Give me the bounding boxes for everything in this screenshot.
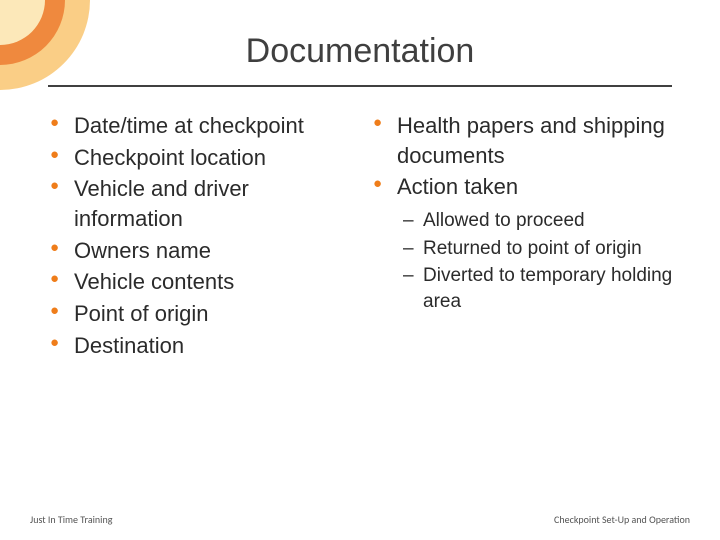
list-item: Date/time at checkpoint (46, 111, 351, 141)
right-list: Health papers and shipping documents Act… (369, 111, 674, 315)
footer: Just In Time Training Checkpoint Set-Up … (0, 513, 720, 526)
sub-list: Allowed to proceed Returned to point of … (397, 208, 674, 315)
list-item: Vehicle contents (46, 267, 351, 297)
page-title: Documentation (40, 22, 680, 85)
list-item: Owners name (46, 236, 351, 266)
content-columns: Date/time at checkpoint Checkpoint locat… (40, 111, 680, 363)
left-list: Date/time at checkpoint Checkpoint locat… (46, 111, 351, 361)
sub-list-item: Returned to point of origin (397, 236, 674, 262)
sub-list-item: Allowed to proceed (397, 208, 674, 234)
left-column: Date/time at checkpoint Checkpoint locat… (46, 111, 351, 363)
list-item: Health papers and shipping documents (369, 111, 674, 170)
right-column: Health papers and shipping documents Act… (369, 111, 674, 363)
list-item: Destination (46, 331, 351, 361)
footer-left: Just In Time Training (30, 513, 112, 526)
list-item-label: Action taken (397, 174, 518, 199)
title-underline (48, 85, 672, 87)
list-item: Action taken Allowed to proceed Returned… (369, 172, 674, 314)
list-item: Point of origin (46, 299, 351, 329)
list-item: Vehicle and driver information (46, 174, 351, 233)
footer-right: Checkpoint Set-Up and Operation (554, 513, 690, 526)
slide: Documentation Date/time at checkpoint Ch… (0, 0, 720, 540)
list-item: Checkpoint location (46, 143, 351, 173)
sub-list-item: Diverted to temporary holding area (397, 263, 674, 314)
